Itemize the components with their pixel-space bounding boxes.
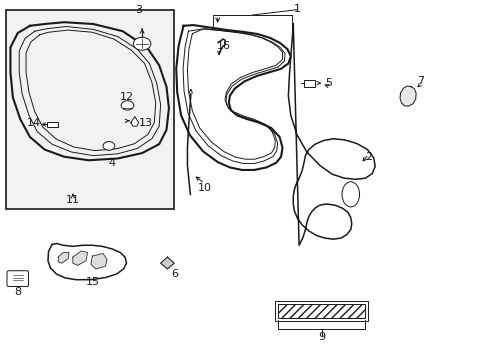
Text: 2: 2 [365,152,372,162]
Bar [277,304,365,318]
Polygon shape [160,257,174,269]
Circle shape [133,37,151,50]
Text: 9: 9 [317,332,325,342]
Ellipse shape [341,182,359,207]
Text: 12: 12 [119,92,133,102]
Polygon shape [399,86,415,106]
Bar [5,10,173,209]
Text: 10: 10 [197,183,211,193]
Text: 4: 4 [108,158,115,168]
Polygon shape [58,252,69,263]
Text: 13: 13 [139,118,153,128]
Text: 1: 1 [293,4,300,14]
Polygon shape [73,251,87,265]
Polygon shape [91,253,107,269]
Text: 6: 6 [170,269,178,279]
Polygon shape [48,243,126,280]
FancyBboxPatch shape [7,271,28,287]
Text: 11: 11 [66,195,80,205]
Text: 14: 14 [27,118,41,128]
Bar [275,301,367,321]
Polygon shape [131,117,139,126]
Circle shape [103,141,115,150]
Polygon shape [288,24,374,245]
Text: 7: 7 [417,76,424,86]
Text: 15: 15 [85,277,99,287]
Bar [47,122,58,127]
Text: 5: 5 [324,78,331,88]
Text: 8: 8 [14,287,21,297]
Text: 3: 3 [134,5,142,15]
Circle shape [121,101,134,110]
Bar [304,80,315,87]
Text: 16: 16 [217,41,230,50]
Polygon shape [176,25,290,170]
